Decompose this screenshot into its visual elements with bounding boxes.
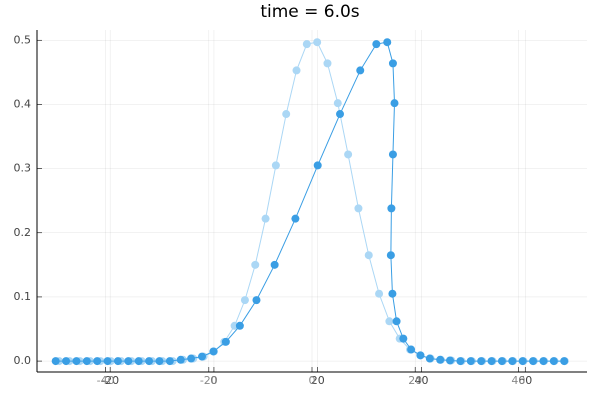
x-tick-label: 40 — [414, 374, 428, 387]
marker — [529, 357, 538, 366]
marker — [508, 357, 517, 366]
marker — [344, 150, 353, 159]
marker — [313, 161, 322, 170]
marker — [549, 357, 558, 366]
marker — [399, 334, 408, 343]
marker — [446, 356, 455, 365]
marker — [456, 357, 465, 366]
marker — [364, 251, 373, 260]
marker — [187, 354, 196, 363]
marker — [261, 214, 270, 223]
marker — [416, 351, 425, 360]
marker — [387, 204, 396, 213]
marker — [356, 66, 365, 75]
y-tick-label: 0.4 — [14, 97, 32, 110]
marker — [240, 296, 249, 305]
marker — [436, 355, 445, 364]
marker — [270, 260, 279, 269]
y-tick-label: 0.5 — [14, 33, 32, 46]
marker — [165, 357, 174, 366]
marker — [386, 251, 395, 260]
marker — [497, 357, 506, 366]
marker — [388, 150, 397, 159]
y-tick-label: 0.3 — [14, 162, 32, 175]
y-tick-label: 0.1 — [14, 290, 32, 303]
marker — [252, 296, 261, 305]
marker — [282, 110, 291, 119]
marker — [72, 357, 81, 366]
marker — [313, 38, 322, 47]
marker — [392, 317, 401, 326]
x-tick-label: 20 — [408, 374, 422, 387]
marker — [372, 40, 381, 49]
marker — [251, 260, 260, 269]
chart-title: time = 6.0s — [260, 2, 359, 22]
y-tick-label: 0.2 — [14, 226, 32, 239]
marker — [134, 357, 143, 366]
marker — [291, 214, 300, 223]
marker — [145, 357, 154, 366]
marker — [209, 347, 218, 356]
marker — [323, 59, 332, 68]
marker — [176, 355, 185, 364]
marker — [93, 357, 102, 366]
marker — [385, 317, 394, 326]
marker — [539, 357, 548, 366]
marker — [235, 321, 244, 330]
marker — [518, 357, 527, 366]
marker — [113, 357, 122, 366]
marker — [271, 161, 280, 170]
marker — [487, 357, 496, 366]
marker — [62, 357, 71, 366]
marker — [466, 357, 475, 366]
marker — [388, 289, 397, 298]
marker — [383, 38, 392, 47]
marker — [388, 59, 397, 68]
marker — [51, 357, 60, 366]
marker — [407, 345, 416, 354]
x-tick-label: -20 — [101, 374, 119, 387]
marker — [333, 99, 342, 108]
marker — [375, 289, 384, 298]
marker — [302, 40, 311, 49]
marker — [221, 337, 230, 346]
marker — [560, 357, 569, 366]
marker — [82, 357, 91, 366]
x-tick-label: 20 — [311, 374, 325, 387]
x-tick-label: -40 — [97, 374, 115, 387]
marker — [354, 204, 363, 213]
series-line — [55, 41, 565, 362]
x-tick-label: 60 — [518, 374, 532, 387]
marker — [336, 110, 345, 119]
x-tick-label: 40 — [511, 374, 525, 387]
x-tick-label: 0 — [210, 374, 217, 387]
marker — [477, 357, 486, 366]
y-tick-label: 0.0 — [14, 354, 32, 367]
x-tick-label: -20 — [200, 374, 218, 387]
marker — [390, 99, 399, 108]
marker — [124, 357, 133, 366]
marker — [292, 66, 301, 75]
marker — [198, 352, 206, 361]
marker — [155, 357, 164, 366]
x-tick-label: 0 — [309, 374, 316, 387]
marker — [103, 357, 112, 366]
marker — [425, 354, 434, 363]
